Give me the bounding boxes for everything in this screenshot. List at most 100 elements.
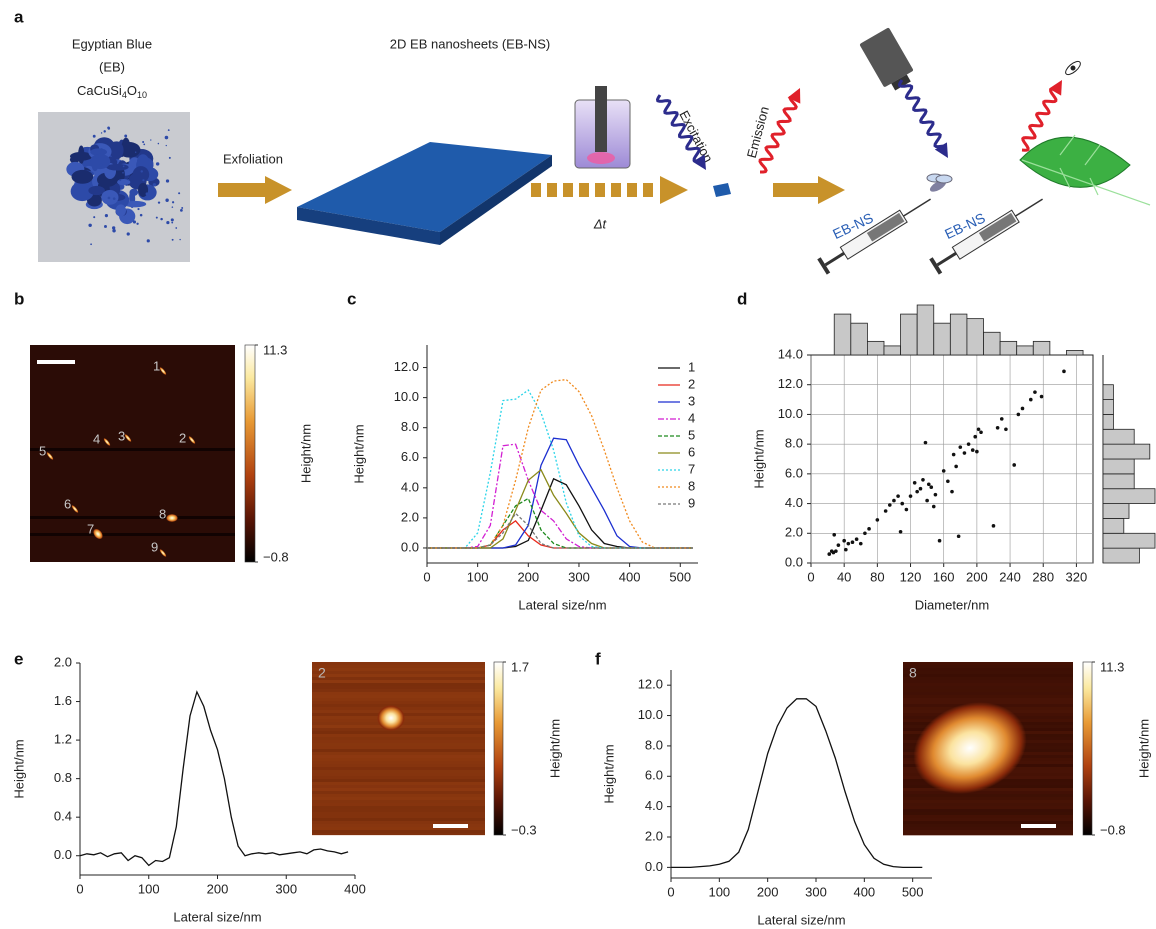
scatter-point <box>952 453 956 457</box>
powder-speck <box>158 201 160 203</box>
scan-noise <box>312 767 485 770</box>
afm-image <box>30 345 235 562</box>
histogram-bar <box>867 341 884 355</box>
powder-speck <box>105 214 108 217</box>
inset-label: 2 <box>318 665 326 681</box>
y-tick-label: 4.0 <box>645 798 663 813</box>
scan-noise <box>312 773 485 776</box>
scatter-point <box>973 435 977 439</box>
powder-speck <box>166 145 167 146</box>
histogram-bar <box>950 314 967 355</box>
scatter-point <box>946 479 950 483</box>
x-tick-label: 0 <box>76 881 83 896</box>
powder-speck <box>172 206 174 208</box>
powder-speck <box>165 136 169 140</box>
x-tick-label: 0 <box>807 569 814 584</box>
scan-noise <box>312 800 485 803</box>
x-tick-label: 400 <box>344 881 366 896</box>
y-tick-label: 6.0 <box>645 768 663 783</box>
scatter-point <box>884 509 888 513</box>
x-tick-label: 300 <box>275 881 297 896</box>
scatter-point <box>837 543 841 547</box>
scatter-point <box>1040 395 1044 399</box>
histogram-bar <box>1103 489 1155 504</box>
scatter-point <box>892 499 896 503</box>
y-tick-label: 10.0 <box>778 406 803 421</box>
scan-line <box>30 448 235 451</box>
dash <box>547 183 557 197</box>
histogram-bar <box>1103 429 1134 444</box>
colorbar-tick-label: 11.3 <box>263 342 287 357</box>
histogram-bar <box>1103 459 1134 474</box>
scatter-point <box>863 531 867 535</box>
y-tick-label: 10.0 <box>394 389 419 404</box>
colorbar-label: Height/nm <box>298 424 313 483</box>
scan-noise <box>312 743 485 746</box>
y-tick-label: 2.0 <box>54 654 72 669</box>
scan-noise <box>903 818 1073 821</box>
x-tick-label: 500 <box>902 884 924 899</box>
formula-part: CaCuSi <box>77 83 122 98</box>
histogram-bar <box>1103 533 1155 548</box>
scan-noise <box>903 671 1073 674</box>
colorbar <box>1083 662 1092 835</box>
scan-noise <box>312 782 485 785</box>
spot-label: 2 <box>179 430 186 445</box>
histogram-bar <box>1103 474 1134 489</box>
powder-speck <box>127 232 130 235</box>
scan-noise <box>903 665 1073 668</box>
x-tick-label: 280 <box>1032 569 1054 584</box>
spot-label: 4 <box>93 431 100 446</box>
scan-line <box>30 516 235 519</box>
powder-grain <box>72 170 94 184</box>
scatter-point <box>834 549 838 553</box>
scan-noise <box>312 815 485 818</box>
powder-speck <box>100 164 103 167</box>
scan-noise <box>312 794 485 797</box>
formula-part: O <box>127 83 137 98</box>
scatter-point <box>977 427 981 431</box>
arrow <box>773 176 845 204</box>
dash <box>579 183 589 197</box>
scan-noise <box>312 737 485 740</box>
y-tick-label: 4.0 <box>785 495 803 510</box>
scatter-point <box>1021 407 1025 411</box>
scatter-point <box>888 503 892 507</box>
scan-noise <box>903 812 1073 815</box>
histogram-bar <box>1000 341 1017 355</box>
histogram-bar <box>934 323 951 355</box>
histogram-bar <box>1103 548 1139 563</box>
y-tick-label: 6.0 <box>401 449 419 464</box>
scatter-point <box>958 445 962 449</box>
legend-label: 1 <box>688 359 695 374</box>
series-line <box>427 444 693 548</box>
colorbar-label: Height/nm <box>547 719 562 778</box>
scatter-point <box>992 524 996 528</box>
scan-noise <box>903 662 1073 665</box>
y-tick-label: 12.0 <box>394 359 419 374</box>
panel-label: a <box>14 7 24 26</box>
x-tick-label: 80 <box>870 569 884 584</box>
scan-noise <box>312 797 485 800</box>
scan-noise <box>312 818 485 821</box>
scatter-point <box>859 542 863 546</box>
powder-speck <box>122 172 124 174</box>
x-tick-label: 100 <box>138 881 160 896</box>
powder-speck <box>175 227 177 229</box>
scatter-point <box>867 527 871 531</box>
powder-speck <box>119 179 121 181</box>
sonication-glow <box>587 152 615 164</box>
powder-speck <box>146 192 149 195</box>
panel-label: f <box>595 649 601 668</box>
scatter-point <box>905 508 909 512</box>
powder-speck <box>142 141 144 143</box>
x-axis-title: Diameter/nm <box>915 597 989 612</box>
y-tick-label: 2.0 <box>401 509 419 524</box>
scan-noise <box>903 692 1073 695</box>
delta-t: Δt <box>593 216 608 231</box>
scan-noise <box>903 683 1073 686</box>
scan-noise <box>312 680 485 683</box>
scan-noise <box>312 809 485 812</box>
scan-noise <box>903 830 1073 833</box>
y-tick-label: 8.0 <box>645 737 663 752</box>
